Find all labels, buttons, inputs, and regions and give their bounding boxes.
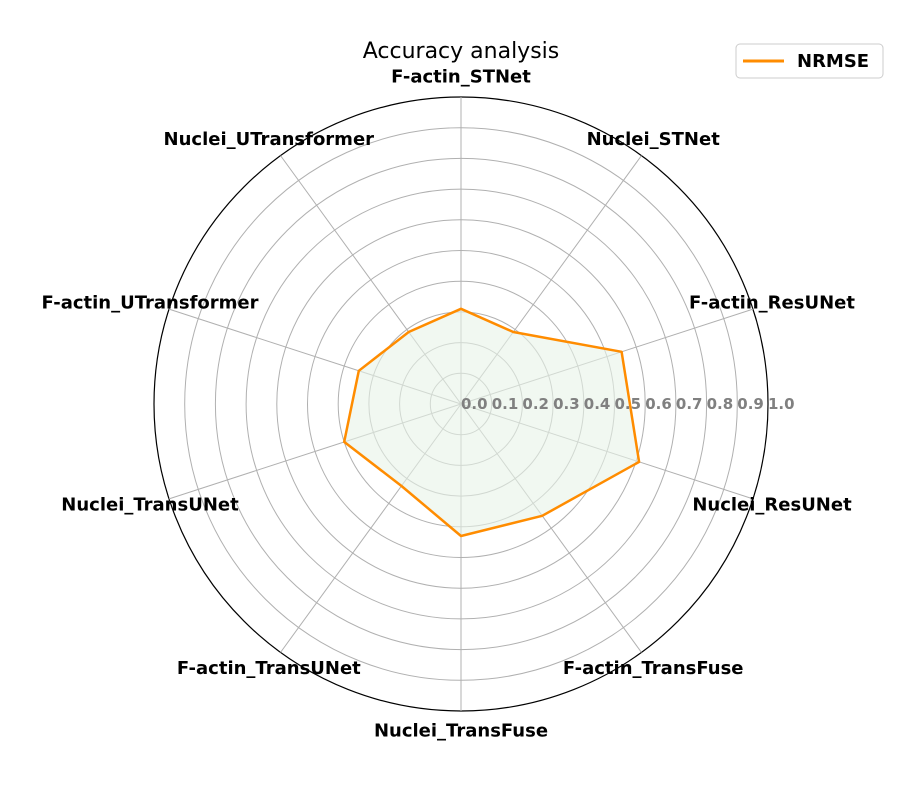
radial-tick-label: 0.6	[645, 395, 672, 413]
radial-ticks: 0.0 0.1 0.2 0.3 0.4 0.5 0.6 0.7 0.8 0.9 1.0	[461, 395, 795, 413]
category-label: F-actin_UTransformer	[41, 293, 258, 314]
radial-tick-label: 0.7	[676, 395, 703, 413]
category-labels: F-actin_STNet Nuclei_STNet F-actin_ResUNet…	[41, 67, 855, 742]
category-label: F-actin_STNet	[391, 67, 531, 88]
category-label: F-actin_ResUNet	[689, 293, 855, 314]
radial-tick-label: 0.9	[737, 395, 764, 413]
category-label: F-actin_TransFuse	[563, 658, 744, 679]
series-line	[342, 307, 641, 538]
radial-tick-label: 1.0	[768, 395, 795, 413]
series-fill	[344, 308, 640, 536]
radial-tick-label: 0.3	[553, 395, 580, 413]
category-label: Nuclei_ResUNet	[692, 495, 852, 516]
category-label: F-actin_TransUNet	[177, 658, 361, 679]
category-label: Nuclei_TransUNet	[61, 495, 239, 516]
chart-title: Accuracy analysis	[363, 39, 560, 64]
radial-tick-label: 0.8	[707, 395, 734, 413]
radial-tick-label: 0.2	[522, 395, 549, 413]
radial-tick-label: 0.0	[461, 395, 488, 413]
radial-tick-label: 0.5	[615, 395, 642, 413]
legend-label-nrmse: NRMSE	[797, 51, 869, 72]
legend: NRMSE	[735, 43, 884, 79]
category-label: Nuclei_STNet	[587, 129, 721, 150]
radial-tick-label: 0.4	[584, 395, 611, 413]
category-label: Nuclei_TransFuse	[374, 721, 548, 742]
category-label: Nuclei_UTransformer	[164, 129, 375, 150]
legend-box	[735, 43, 884, 79]
radial-tick-label: 0.1	[492, 395, 519, 413]
series-layer	[342, 307, 641, 538]
